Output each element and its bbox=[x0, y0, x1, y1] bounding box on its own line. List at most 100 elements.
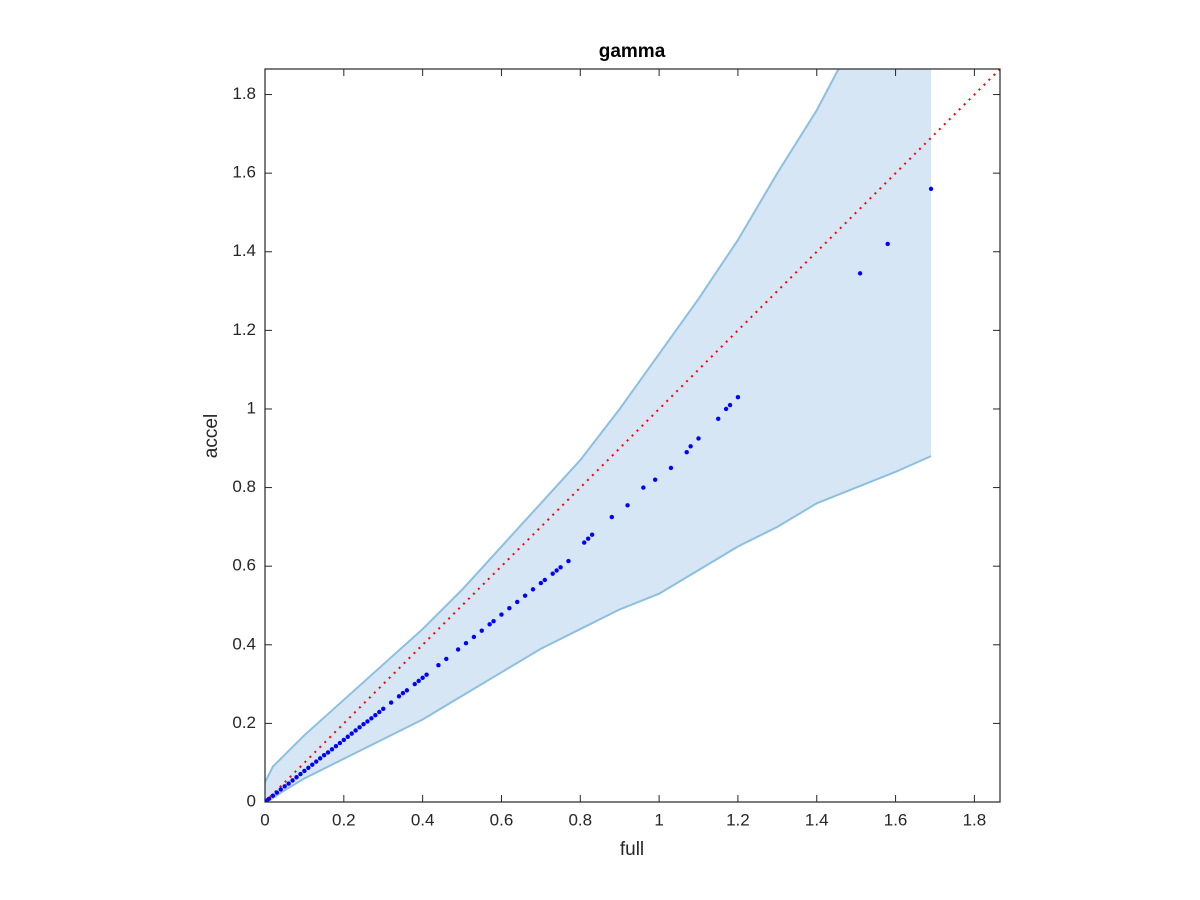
x-tick-label: 0.8 bbox=[568, 810, 592, 829]
data-point bbox=[436, 663, 441, 668]
y-tick-label: 1.6 bbox=[232, 163, 256, 182]
y-tick-label: 0.8 bbox=[232, 477, 256, 496]
y-tick-label: 1.4 bbox=[232, 241, 256, 260]
data-point bbox=[542, 577, 548, 583]
y-tick-label: 1.2 bbox=[232, 320, 256, 339]
x-tick-label: 0.6 bbox=[490, 810, 514, 829]
data-point bbox=[582, 540, 587, 545]
axes: 0 0.2 0.4 0.6 0.8 1 1.2 1.4 1.6 1.8 0 0.2 0.4 0.6 0.8 1… bbox=[232, 68, 1001, 829]
data-point bbox=[424, 672, 429, 677]
data-point bbox=[566, 558, 571, 564]
data-point bbox=[412, 681, 417, 687]
y-axis-label: accel bbox=[201, 414, 222, 458]
plot-area bbox=[265, 69, 1000, 802]
data-point bbox=[735, 394, 741, 400]
data-point bbox=[455, 647, 461, 652]
data-point bbox=[530, 587, 536, 592]
x-tick-label: 1.6 bbox=[884, 810, 908, 829]
data-point bbox=[538, 580, 544, 586]
y-tick-label: 1 bbox=[247, 398, 256, 417]
data-point bbox=[377, 709, 382, 715]
x-tick-label: 1.2 bbox=[726, 810, 750, 829]
data-point bbox=[684, 450, 689, 455]
data-point bbox=[290, 778, 295, 783]
data-point bbox=[325, 750, 331, 755]
data-point bbox=[396, 694, 402, 699]
data-point bbox=[286, 781, 291, 786]
reference-line bbox=[265, 69, 1000, 802]
data-point bbox=[727, 402, 733, 408]
data-point bbox=[302, 768, 307, 774]
data-point bbox=[306, 765, 311, 771]
y-tick-label: 1.8 bbox=[232, 84, 256, 103]
data-point bbox=[274, 790, 280, 795]
data-point bbox=[857, 271, 863, 276]
band-upper-edge bbox=[265, 69, 840, 783]
data-point bbox=[341, 737, 347, 743]
data-point bbox=[357, 725, 362, 730]
data-point bbox=[314, 759, 319, 764]
data-point bbox=[463, 641, 469, 646]
data-point bbox=[550, 571, 555, 576]
data-point bbox=[609, 514, 615, 520]
data-point bbox=[723, 406, 729, 412]
data-point bbox=[353, 728, 358, 733]
data-point bbox=[365, 719, 370, 724]
data-point bbox=[381, 706, 386, 712]
data-point bbox=[641, 485, 646, 490]
data-point bbox=[499, 612, 504, 617]
data-point bbox=[652, 477, 658, 482]
data-point bbox=[400, 690, 406, 696]
data-point bbox=[333, 743, 339, 749]
data-point bbox=[388, 700, 394, 705]
data-point bbox=[444, 656, 449, 662]
data-point bbox=[688, 444, 693, 449]
data-point bbox=[928, 186, 934, 192]
data-point bbox=[420, 675, 425, 681]
data-point bbox=[270, 793, 276, 798]
data-point bbox=[369, 716, 374, 721]
data-point bbox=[515, 599, 520, 605]
data-point bbox=[471, 634, 477, 640]
data-point bbox=[716, 416, 721, 421]
data-point bbox=[266, 796, 272, 802]
data-point bbox=[310, 762, 315, 767]
data-point bbox=[337, 740, 343, 746]
confidence-band bbox=[265, 69, 932, 802]
x-tick-label: 0.4 bbox=[411, 810, 435, 829]
x-tick-label: 0.2 bbox=[332, 810, 356, 829]
data-point bbox=[321, 753, 327, 758]
data-point bbox=[589, 532, 595, 537]
axes-box bbox=[264, 68, 1001, 803]
x-tick-label: 0 bbox=[260, 810, 269, 829]
data-point bbox=[507, 606, 512, 611]
data-point bbox=[554, 568, 559, 573]
data-point bbox=[345, 734, 350, 739]
data-point bbox=[696, 436, 701, 441]
data-point bbox=[416, 678, 421, 684]
data-point bbox=[625, 503, 630, 508]
x-tick-label: 1.8 bbox=[963, 810, 987, 829]
data-point bbox=[373, 712, 378, 718]
x-tick-label: 1 bbox=[654, 810, 663, 829]
data-point bbox=[349, 731, 354, 736]
band-lower-edge bbox=[265, 455, 932, 802]
x-tick-label: 1.4 bbox=[805, 810, 829, 829]
data-point bbox=[404, 688, 410, 693]
data-point bbox=[885, 241, 890, 247]
data-point bbox=[522, 593, 528, 598]
y-tick-label: 0.4 bbox=[232, 634, 256, 653]
data-point bbox=[491, 619, 496, 624]
data-point bbox=[558, 565, 563, 570]
data-point bbox=[278, 787, 283, 792]
data-point bbox=[479, 628, 484, 633]
y-tick-label: 0 bbox=[247, 791, 256, 810]
data-point bbox=[361, 721, 366, 727]
data-point bbox=[294, 775, 299, 780]
data-point bbox=[282, 784, 287, 789]
data-point bbox=[487, 622, 492, 627]
data-point bbox=[298, 771, 303, 777]
x-axis-label: full bbox=[620, 839, 644, 860]
data-point bbox=[585, 536, 591, 541]
